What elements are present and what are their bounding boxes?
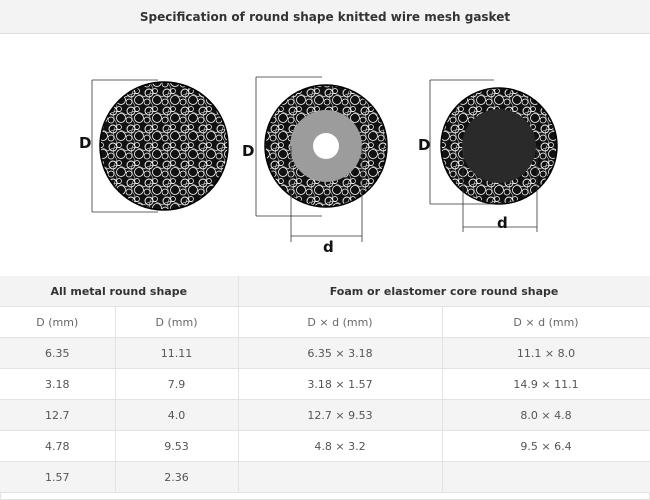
- dimension-label-d-inner-2: d: [323, 238, 334, 256]
- table-cell: 6.35 × 3.18: [238, 337, 443, 369]
- table-cell: 4.0: [115, 399, 239, 431]
- page-title: Specification of round shape knitted wir…: [0, 0, 650, 34]
- gasket-drawing: [91, 76, 558, 242]
- dimension-label-d-inner-3: d: [497, 214, 508, 232]
- gasket-foam-core: [255, 76, 388, 242]
- table-cell: 4.8 × 3.2: [238, 430, 443, 462]
- header-foam-core: Foam or elastomer core round shape: [238, 276, 650, 307]
- table-cell: 9.5 × 6.4: [442, 430, 650, 462]
- table-row: 3.18 7.9 3.18 × 1.57 14.9 × 11.1: [0, 368, 650, 400]
- table-cell: 14.9 × 11.1: [442, 368, 650, 400]
- gasket-illustration: D D d D d: [0, 34, 650, 276]
- spec-table: All metal round shape Foam or elastomer …: [0, 276, 650, 493]
- table-row: 1.57 2.36: [0, 461, 650, 493]
- table-cell: 8.0 × 4.8: [442, 399, 650, 431]
- table-row: 4.78 9.53 4.8 × 3.2 9.5 × 6.4: [0, 430, 650, 462]
- table-body: 6.35 11.11 6.35 × 3.18 11.1 × 8.0 3.18 7…: [0, 337, 650, 493]
- gasket-all-metal: [91, 79, 229, 213]
- table-sub-header-row: D (mm) D (mm) D × d (mm) D × d (mm): [0, 306, 650, 338]
- table-cell: 11.1 × 8.0: [442, 337, 650, 369]
- table-cell: [238, 461, 443, 493]
- table-group-header-row: All metal round shape Foam or elastomer …: [0, 276, 650, 307]
- gasket-elastomer-core: [429, 79, 558, 232]
- table-row: 6.35 11.11 6.35 × 3.18 11.1 × 8.0: [0, 337, 650, 369]
- subheader-cell: D × d (mm): [238, 306, 443, 338]
- table-cell: [442, 461, 650, 493]
- table-cell: 3.18: [0, 368, 116, 400]
- subheader-cell: D (mm): [0, 306, 116, 338]
- table-cell: 12.7 × 9.53: [238, 399, 443, 431]
- header-all-metal: All metal round shape: [0, 276, 239, 307]
- table-cell: 4.78: [0, 430, 116, 462]
- table-cell: 6.35: [0, 337, 116, 369]
- table-cell: 7.9: [115, 368, 239, 400]
- table-cell: 12.7: [0, 399, 116, 431]
- table-cell: 1.57: [0, 461, 116, 493]
- dimension-label-d-outer-2: D: [242, 142, 255, 160]
- table-cell: 2.36: [115, 461, 239, 493]
- dimension-label-d-outer-3: D: [418, 136, 431, 154]
- subheader-cell: D (mm): [115, 306, 239, 338]
- table-cell: 3.18 × 1.57: [238, 368, 443, 400]
- table-cell: 11.11: [115, 337, 239, 369]
- table-row: 12.7 4.0 12.7 × 9.53 8.0 × 4.8: [0, 399, 650, 431]
- table-cell: 9.53: [115, 430, 239, 462]
- subheader-cell: D × d (mm): [442, 306, 650, 338]
- title-text: Specification of round shape knitted wir…: [139, 9, 511, 24]
- dimension-label-d-outer-1: D: [79, 134, 92, 152]
